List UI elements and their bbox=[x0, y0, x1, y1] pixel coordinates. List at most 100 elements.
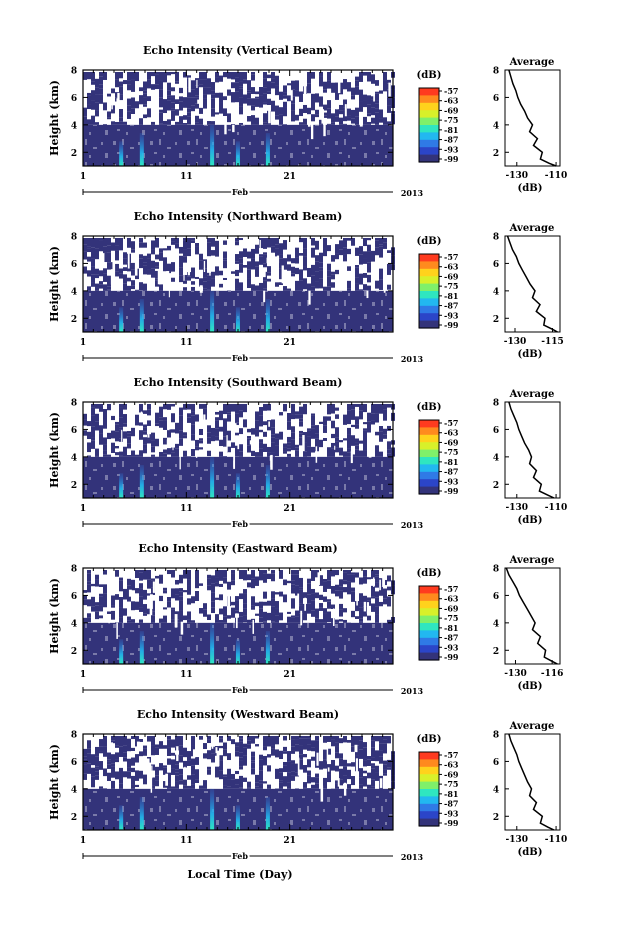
colorbar-tick-label: -57 bbox=[444, 584, 458, 594]
heatmap-cell bbox=[387, 441, 391, 450]
heatmap-cell bbox=[175, 736, 179, 747]
colorbar-swatch bbox=[419, 276, 439, 285]
heatmap-cell bbox=[247, 574, 251, 581]
heatmap-cell bbox=[279, 782, 283, 789]
heatmap-cell bbox=[151, 600, 155, 612]
heatmap-cell bbox=[339, 249, 343, 256]
heatmap-cell bbox=[259, 429, 263, 433]
heatmap-cell bbox=[171, 87, 175, 92]
heatmap-cell bbox=[179, 780, 183, 785]
heatmap-cell bbox=[95, 574, 99, 580]
heatmap-cell bbox=[191, 449, 195, 457]
heatmap-cell bbox=[91, 266, 95, 275]
heatmap-cell bbox=[251, 450, 255, 457]
heatmap-cell bbox=[163, 120, 167, 125]
heatmap-cell bbox=[223, 277, 227, 280]
heatmap-cell bbox=[239, 88, 243, 98]
heatmap-gap bbox=[263, 290, 266, 303]
colorbar-tick-label: -99 bbox=[444, 486, 459, 496]
heatmap-cell bbox=[179, 610, 183, 617]
heatmap-cell bbox=[175, 775, 179, 782]
heatmap-gap bbox=[316, 752, 319, 766]
heatmap-cell bbox=[363, 760, 367, 767]
heatmap-cell bbox=[187, 751, 191, 761]
heatmap-cell bbox=[251, 762, 255, 769]
heatmap-cell bbox=[239, 570, 243, 580]
heatmap-cell bbox=[87, 92, 91, 96]
profile-x-tick-label: -130 bbox=[504, 337, 527, 347]
profile-y-tick-label: 8 bbox=[493, 565, 499, 575]
heatmap-cell bbox=[339, 779, 343, 786]
heatmap-cell bbox=[115, 121, 119, 125]
heatmap-cell bbox=[347, 280, 351, 289]
heatmap-cell bbox=[375, 606, 379, 615]
heatmap-cell bbox=[291, 80, 295, 90]
heatmap-cell bbox=[291, 426, 295, 433]
heatmap-cell bbox=[287, 442, 291, 446]
heatmap-cell bbox=[219, 738, 223, 743]
heatmap-cell bbox=[223, 785, 227, 789]
heatmap-cell bbox=[263, 280, 267, 289]
heatmap-cell bbox=[311, 777, 315, 783]
heatmap-cell bbox=[159, 252, 163, 261]
heatmap-cell bbox=[283, 761, 287, 766]
heatmap-cell bbox=[307, 446, 311, 457]
heatmap-cell bbox=[291, 404, 295, 415]
heatmap-cell bbox=[167, 82, 171, 91]
heatmap-cell bbox=[319, 283, 323, 289]
heatmap-cell bbox=[387, 97, 391, 106]
heatmap-cell bbox=[379, 118, 383, 123]
heatmap-cell bbox=[171, 609, 175, 620]
heatmap-gap bbox=[227, 594, 231, 609]
heatmap-cell bbox=[275, 608, 279, 616]
heatmap-cell bbox=[311, 99, 315, 111]
heatmap-cell bbox=[371, 250, 375, 262]
heatmap-cell bbox=[99, 751, 103, 754]
heatmap-cell bbox=[243, 265, 247, 268]
heatmap-cell bbox=[327, 72, 331, 81]
heatmap-cell bbox=[167, 429, 171, 438]
heatmap-cell bbox=[379, 736, 383, 744]
colorbar-frame bbox=[418, 751, 440, 827]
heatmap-gap bbox=[281, 265, 284, 284]
heatmap-cell bbox=[327, 108, 331, 115]
heatmap-cell bbox=[179, 596, 183, 601]
heatmap-cell bbox=[307, 430, 311, 437]
heatmap-cell bbox=[339, 104, 343, 111]
x-tick-label: 11 bbox=[180, 338, 193, 348]
colorbar-tick-label: -75 bbox=[444, 613, 458, 623]
heatmap-cell bbox=[115, 594, 119, 600]
heatmap-cell bbox=[147, 96, 151, 102]
heatmap-cell bbox=[191, 281, 195, 285]
heatmap-cell bbox=[379, 426, 383, 432]
heatmap-cell bbox=[119, 451, 123, 456]
heatmap-cell bbox=[215, 240, 219, 246]
heatmap-cell bbox=[159, 123, 163, 125]
heatmap-cell bbox=[299, 280, 303, 291]
x-tick-label: 21 bbox=[283, 670, 296, 680]
profile-y-tick-label: 6 bbox=[493, 758, 499, 768]
heatmap-cell bbox=[207, 238, 211, 243]
heatmap-cell bbox=[243, 743, 247, 748]
heatmap-cell bbox=[107, 262, 111, 270]
heatmap-cell bbox=[303, 278, 307, 290]
heatmap-cell bbox=[87, 119, 91, 125]
heatmap-cell bbox=[179, 755, 183, 763]
heatmap-cell bbox=[235, 77, 239, 83]
heatmap-cell bbox=[311, 425, 315, 429]
colorbar-swatch bbox=[419, 803, 439, 812]
heatmap-cell bbox=[339, 619, 343, 622]
heatmap-cell bbox=[139, 282, 143, 291]
heatmap-cell bbox=[95, 404, 99, 409]
heatmap-cell bbox=[255, 420, 259, 430]
heatmap-cell bbox=[159, 574, 163, 584]
heatmap-cell bbox=[119, 81, 123, 87]
heatmap-gap bbox=[266, 257, 268, 264]
heatmap-cell bbox=[207, 289, 211, 291]
heatmap-cell bbox=[155, 262, 159, 267]
panel-5: Echo Intensity (Westward Beam)2468Height… bbox=[48, 708, 567, 863]
heatmap-cell bbox=[371, 585, 375, 597]
heatmap-gap bbox=[366, 290, 369, 299]
heatmap-spike bbox=[265, 465, 270, 498]
heatmap-cell bbox=[127, 105, 131, 112]
